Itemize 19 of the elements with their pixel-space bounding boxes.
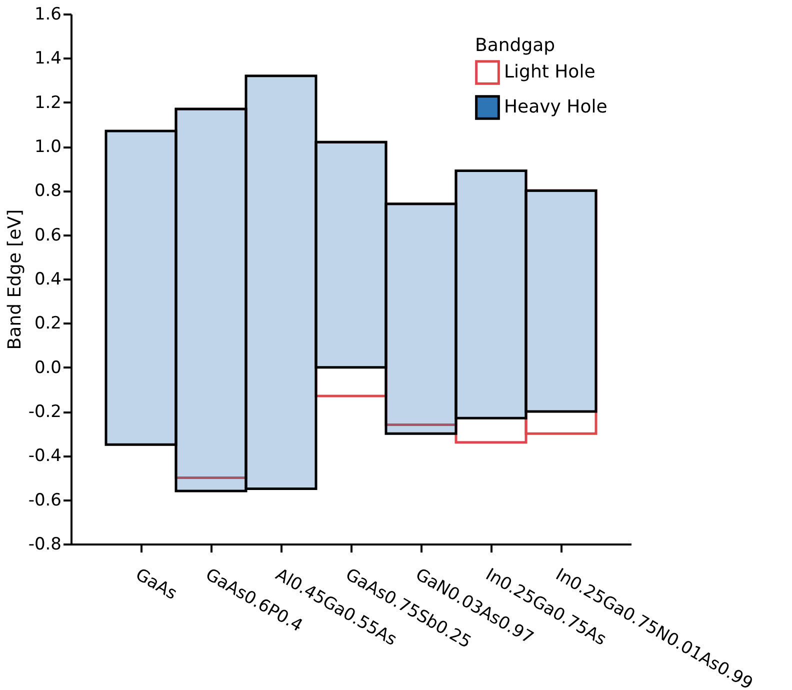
y-tick-label: 0.4 [34,270,62,290]
y-tick-label: 0.0 [34,358,62,378]
legend-label: Light Hole [504,62,596,82]
y-axis-title: Band Edge [eV] [4,209,26,350]
y-tick-label: 0.2 [34,314,62,334]
bar [244,74,318,490]
y-tick-label: 1.0 [34,137,62,157]
y-tick-label: 0.8 [34,181,62,202]
bar [104,130,178,446]
y-tick-label: 1.6 [34,4,62,24]
y-tick-label: -0.2 [28,402,62,422]
legend-title: Bandgap [475,35,556,56]
y-tick-label: -0.8 [28,534,62,554]
y-tick-label: 0.6 [34,225,62,246]
y-tick-label: -0.6 [28,490,62,510]
y-tick-label: -0.4 [28,446,62,466]
y-tick-label: 1.2 [34,92,62,113]
legend-label: Heavy Hole [504,96,608,118]
y-tick-label: 1.4 [34,48,62,69]
